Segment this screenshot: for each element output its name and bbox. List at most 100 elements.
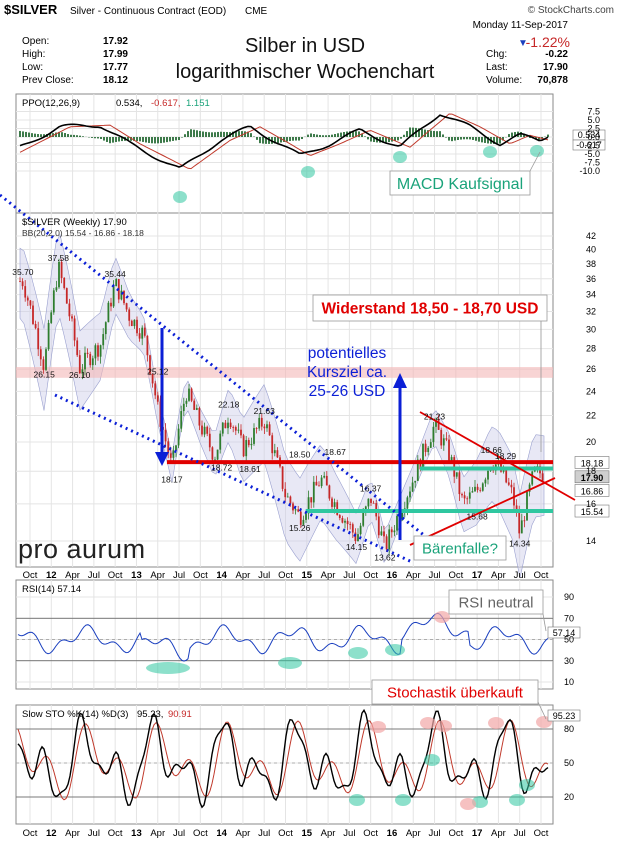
price-legend: $SILVER (Weekly) 17.90 <box>22 217 127 228</box>
sto-oversold-marker <box>349 794 365 806</box>
candle-body <box>299 511 302 525</box>
downtrend-upper-line <box>0 193 431 542</box>
ppo-histogram-bar <box>232 131 234 137</box>
callout-line <box>537 701 547 720</box>
x-tick-label: Jul <box>88 570 100 581</box>
candle-body <box>351 524 354 533</box>
ppo-histogram-bar <box>112 137 114 143</box>
candle-body <box>416 459 419 481</box>
sto-overbought-marker <box>370 721 386 733</box>
ppo-histogram-bar <box>370 137 372 142</box>
candle-body <box>219 433 222 450</box>
ppo-histogram-bar <box>412 127 414 137</box>
stat-label: Chg: <box>486 49 507 60</box>
ppo-histogram-bar <box>511 132 513 137</box>
ppo-histogram-bar <box>424 129 426 137</box>
candle-body <box>463 495 466 499</box>
y-tick-label: 50 <box>564 635 574 645</box>
ppo-histogram-bar <box>226 132 228 137</box>
candle-body <box>281 466 284 489</box>
candle-body <box>432 426 435 443</box>
candle-body <box>193 400 196 410</box>
x-tick-label: Oct <box>448 570 463 581</box>
candle-body <box>42 359 45 370</box>
candle-body <box>510 484 513 488</box>
x-tick-label: Apr <box>65 828 80 839</box>
ppo-histogram-bar <box>34 133 36 137</box>
macd-buy-signal-box <box>389 170 531 196</box>
candle-body <box>63 277 66 289</box>
bear-trap-annotation-box <box>413 535 507 561</box>
candle-body <box>216 449 219 460</box>
stat-label: Prev Close: <box>22 75 74 86</box>
candle-body <box>55 287 58 291</box>
ppo-histogram-bar <box>187 131 189 137</box>
x-tick-label: 17 <box>472 570 483 581</box>
y-tick-label: 0.0 <box>587 132 600 142</box>
y-tick-label: 24 <box>586 386 596 396</box>
candle-body <box>242 435 245 457</box>
candle-body <box>37 328 40 350</box>
candle-body <box>156 395 159 402</box>
price-label: 18.17 <box>161 475 183 485</box>
candle-body <box>468 492 471 499</box>
sto-overbought-annotation-box <box>371 679 539 705</box>
x-tick-label: 17 <box>472 828 483 839</box>
candle-body <box>419 459 422 470</box>
down-arrow-head <box>155 452 169 466</box>
candle-body <box>86 352 89 354</box>
ppo-histogram-bar <box>355 131 357 137</box>
target-annotation-line: Kursziel ca. <box>307 364 387 381</box>
candle-body <box>271 435 274 454</box>
price-label: 18.61 <box>239 464 261 474</box>
ppo-histogram-bar <box>499 137 501 144</box>
x-tick-label: Oct <box>193 570 208 581</box>
ppo-histogram-bar <box>241 131 243 137</box>
rsi-oversold-marker <box>278 657 302 669</box>
rsi-oversold-marker <box>385 644 405 656</box>
candle-body <box>107 302 110 323</box>
ppo-histogram-bar <box>295 137 297 141</box>
x-tick-label: 15 <box>302 828 313 839</box>
candle-body <box>520 520 523 534</box>
x-tick-label: Oct <box>108 828 123 839</box>
candle-body <box>211 447 214 460</box>
up-arrow-head <box>393 373 407 388</box>
y-tick-label: 26 <box>586 364 596 374</box>
triangle-lower-line <box>409 477 556 546</box>
last-value-label: 17.90 <box>581 473 604 483</box>
exchange-label: CME <box>245 6 268 17</box>
x-tick-label: Apr <box>321 828 336 839</box>
x-tick-label: Apr <box>491 570 506 581</box>
candle-body <box>393 530 396 533</box>
price-label: 37.58 <box>48 253 70 263</box>
candle-body <box>169 453 172 458</box>
candle-body <box>73 318 76 341</box>
ppo-legend-value: 1.151 <box>186 98 210 109</box>
sto-oversold-marker <box>519 779 535 791</box>
candle-body <box>45 349 47 370</box>
callout-line <box>529 151 541 172</box>
x-tick-label: Oct <box>23 828 38 839</box>
ppo-histogram-bar <box>541 137 543 139</box>
y-tick-label: 34 <box>586 290 596 300</box>
candle-body <box>315 481 318 486</box>
price-label: 18.67 <box>325 447 347 457</box>
candle-body <box>367 498 370 507</box>
ppo-histogram-bar <box>478 137 480 142</box>
last-value-label: 18.18 <box>581 458 604 468</box>
candle-body <box>333 502 336 507</box>
price-label: 14.15 <box>346 542 368 552</box>
stat-value: 17.77 <box>103 62 128 73</box>
ppo-histogram-bar <box>493 137 495 144</box>
stat-label: Volume: <box>486 75 522 86</box>
x-tick-label: 12 <box>46 570 57 581</box>
ppo-histogram-bar <box>469 137 471 140</box>
candle-body <box>253 428 255 444</box>
candle-body <box>336 502 339 516</box>
ppo-histogram-bar <box>472 137 474 141</box>
candle-body <box>450 457 453 461</box>
candle-body <box>234 427 237 431</box>
ppo-line <box>19 114 549 168</box>
price-label: 35.70 <box>12 267 34 277</box>
